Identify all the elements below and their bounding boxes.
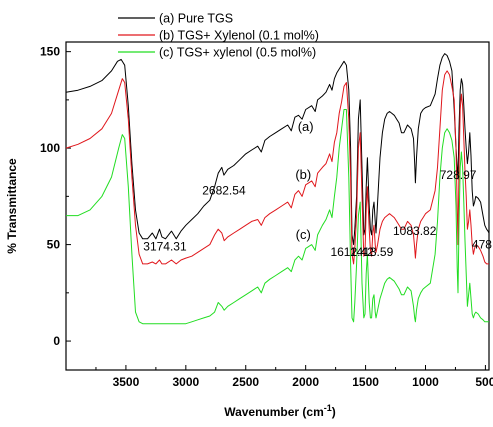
y-tick-label-0: 0 — [53, 334, 60, 348]
peak-label-4: 1083.82 — [393, 224, 437, 238]
series-line-2 — [66, 109, 489, 325]
y-tick-label-3: 150 — [40, 45, 60, 59]
axis-tick-labels: 3500 3000 2500 2000 1500 1000 500 0 50 100 150 — [40, 45, 493, 389]
x-axis-title-close: ) — [332, 405, 336, 419]
plot-frame — [65, 41, 490, 371]
y-tick-label-1: 50 — [47, 238, 61, 252]
series-lines — [65, 53, 490, 325]
series-tag-1: (b) — [295, 167, 311, 182]
x-axis-title-sup: -1 — [324, 403, 332, 413]
series-tag-0: (a) — [298, 119, 314, 134]
x-axis-title: Wavenumber (cm-1) — [224, 403, 336, 419]
y-axis-title: % Transmittance — [5, 158, 19, 254]
legend-label-1: (b) TGS+ Xylenol (0.1 mol%) — [159, 29, 319, 43]
x-axis-title-main: Wavenumber (cm — [224, 405, 324, 419]
legend: (a) Pure TGS (b) TGS+ Xylenol (0.1 mol%) (… — [118, 12, 319, 60]
legend-label-0: (a) Pure TGS — [159, 12, 233, 26]
peak-label-1: 3174.31 — [143, 239, 187, 253]
y-tick-label-2: 100 — [40, 141, 60, 155]
series-tag-2: (c) — [296, 227, 311, 242]
x-tick-label-6: 500 — [475, 375, 493, 389]
peak-label-2: 1612.42 — [330, 245, 374, 259]
x-tick-label-4: 1500 — [352, 375, 379, 389]
x-tick-label-2: 2500 — [232, 375, 259, 389]
axis-ticks — [66, 51, 486, 370]
series-line-0 — [65, 53, 490, 246]
series-tags: (a) (b) (c) — [295, 119, 313, 242]
x-tick-label-0: 3500 — [113, 375, 140, 389]
peak-label-5: 728.97 — [440, 168, 477, 182]
legend-label-2: (c) TGS+ xylenol (0.5 mol%) — [159, 46, 316, 60]
peak-label-6: 478. — [472, 237, 493, 251]
peak-label-3: 1413.59 — [350, 245, 394, 259]
x-tick-label-5: 1000 — [412, 375, 439, 389]
x-tick-label-1: 3000 — [172, 375, 199, 389]
peak-label-0: 2682.54 — [202, 183, 246, 197]
series-line-1 — [65, 70, 489, 265]
x-tick-label-3: 2000 — [292, 375, 319, 389]
